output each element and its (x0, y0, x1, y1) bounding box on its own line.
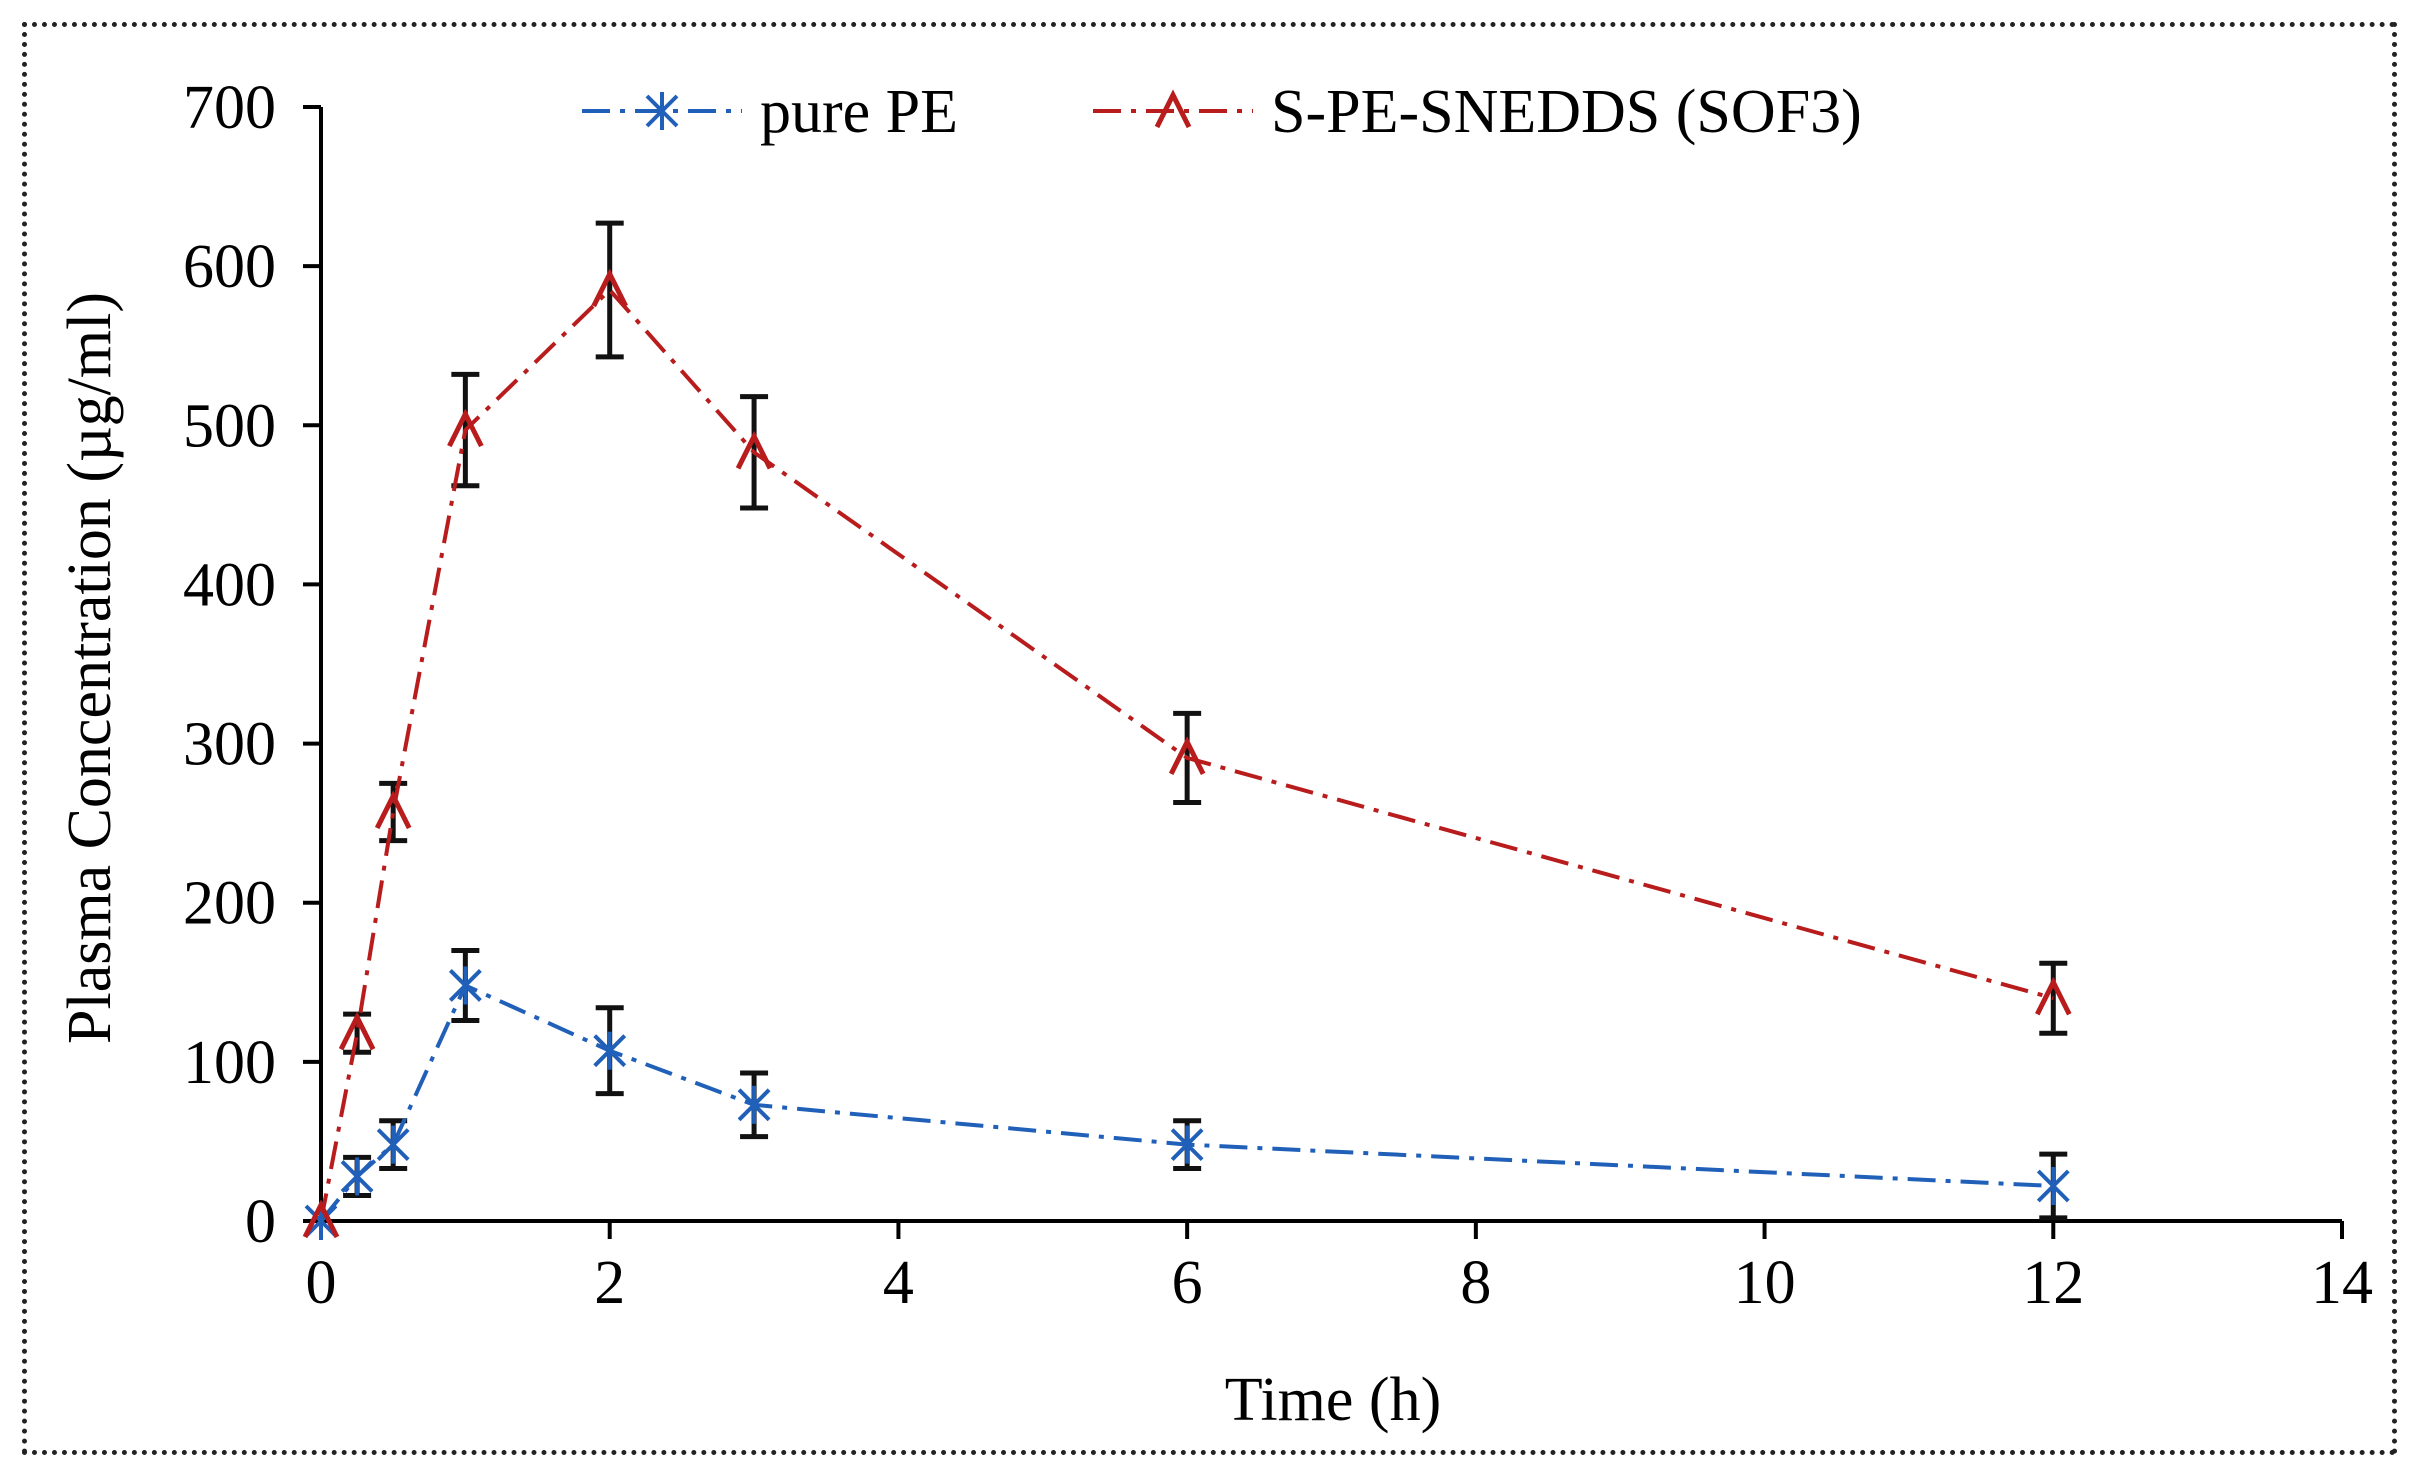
x-tick-label: 0 (306, 1249, 337, 1317)
legend: pure PE S-PE-SNEDDS (SOF3) (582, 78, 1862, 146)
y-tick-label: 700 (183, 74, 276, 142)
x-tick-label: 10 (1734, 1249, 1796, 1317)
legend-marker-pure-pe (645, 92, 679, 130)
legend-marker-s-pe-snedds (1154, 89, 1192, 129)
marker-stroke (447, 408, 484, 448)
x-tick-label: 12 (2022, 1249, 2084, 1317)
x-tick-label: 4 (883, 1249, 914, 1317)
y-axis-title: Plasma Concentration (µg/ml) (56, 292, 124, 1044)
marker-stroke (374, 790, 412, 830)
marker-stroke (338, 1011, 376, 1051)
axes (319, 107, 2342, 1223)
legend-marker-shape (1154, 89, 1192, 129)
legend-label-pure-pe: pure PE (760, 78, 958, 146)
marker-stroke (1168, 736, 1206, 776)
data-point-pure-pe (2036, 1166, 2070, 1205)
x-tick-label: 8 (1460, 1249, 1491, 1317)
series-lines (319, 287, 2054, 1223)
series-line-pure-pe (319, 982, 2054, 1223)
data-point-pure-pe (448, 966, 482, 1005)
x-tick-label: 14 (2311, 1249, 2373, 1317)
error-bar-s-pe-snedds (595, 220, 624, 360)
y-tick-label: 100 (183, 1029, 276, 1097)
data-point-s-pe-snedds (447, 408, 484, 448)
marker-stroke (591, 268, 628, 308)
data-point-s-pe-snedds (338, 1011, 376, 1051)
figure-border (22, 22, 2397, 1455)
marker-stroke (735, 430, 773, 470)
error-bars (343, 220, 2068, 1221)
y-tick-label: 500 (183, 392, 276, 460)
x-tick-label: 6 (1172, 1249, 1203, 1317)
data-point-s-pe-snedds (1168, 736, 1206, 776)
data-point-s-pe-snedds (374, 790, 412, 830)
data-point-s-pe-snedds (591, 268, 628, 308)
marker-stroke (2035, 976, 2072, 1016)
data-point-pure-pe (376, 1125, 410, 1164)
ticks: 0 2 4 6 8 10 12 14 0 100 200 300 400 500 600 700 (183, 74, 2373, 1317)
data-point-s-pe-snedds (735, 430, 773, 470)
legend-marker-shape (645, 92, 679, 130)
data-point-pure-pe (340, 1157, 374, 1196)
x-tick-label: 2 (594, 1249, 625, 1317)
marker-stroke (302, 1199, 340, 1239)
marker-stroke (1154, 89, 1192, 129)
data-point-pure-pe (593, 1031, 627, 1070)
y-tick-label: 0 (245, 1188, 276, 1256)
y-tick-label: 200 (183, 870, 276, 938)
legend-label-s-pe-snedds: S-PE-SNEDDS (SOF3) (1271, 78, 1862, 146)
series-markers (302, 268, 2072, 1240)
data-point-pure-pe (1170, 1125, 1204, 1164)
y-tick-label: 600 (183, 233, 276, 301)
data-point-s-pe-snedds (302, 1199, 340, 1239)
y-tick-label: 400 (183, 551, 276, 619)
x-axis-title: Time (h) (1225, 1366, 1441, 1434)
data-point-pure-pe (737, 1085, 771, 1124)
series-line-s-pe-snedds (319, 287, 2054, 1222)
y-tick-label: 300 (183, 711, 276, 779)
data-point-s-pe-snedds (2035, 976, 2072, 1016)
